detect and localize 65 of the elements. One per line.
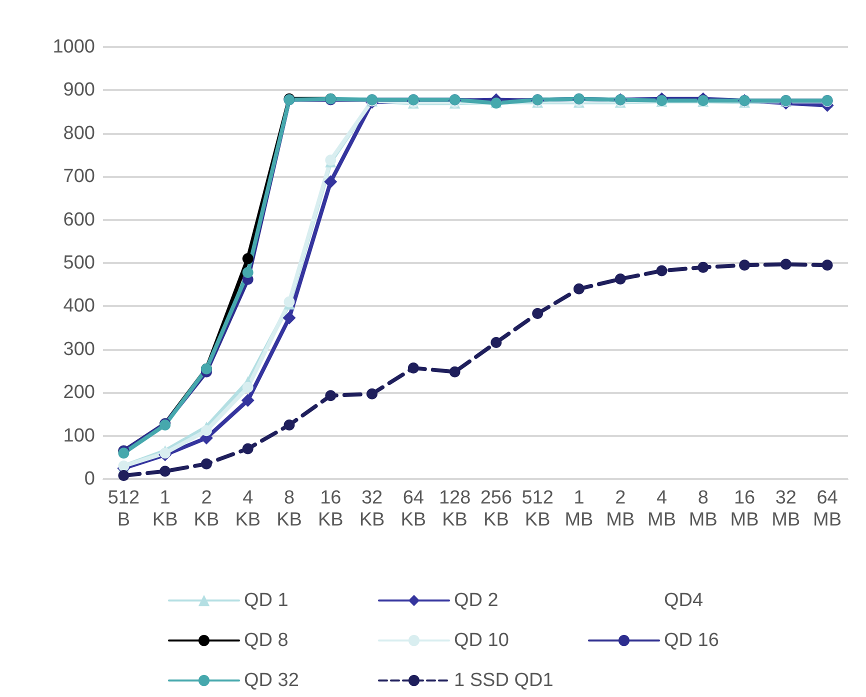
x-tick-label: 8 KB: [276, 488, 302, 530]
point: [573, 283, 584, 294]
x-tick-label: 4 KB: [235, 488, 261, 530]
point: [282, 311, 296, 324]
x-tick-label: 512 KB: [522, 488, 554, 530]
point: [739, 260, 750, 271]
text: QD4: [664, 590, 704, 611]
y-tick-label: 1000: [52, 36, 95, 58]
x-tick-label: 1 KB: [152, 488, 178, 530]
legend-label: QD 2: [454, 590, 498, 611]
point: [160, 448, 171, 459]
point: [408, 362, 419, 374]
y-tick-label: 300: [63, 338, 95, 360]
point: [325, 390, 336, 402]
point: [242, 382, 254, 393]
x-tick-label: 2 MB: [606, 488, 635, 530]
point: [324, 175, 338, 188]
point: [698, 262, 709, 273]
point: [242, 253, 254, 264]
x-tick-label: 32 MB: [772, 488, 800, 530]
x-tick-label: 16 KB: [318, 488, 344, 530]
legend-label: 1 SSD QD1: [454, 670, 554, 691]
y-tick-label: 0: [84, 468, 95, 490]
legend-label: QD 16: [664, 630, 719, 651]
point: [284, 296, 295, 308]
x-tick-label: 8 MB: [688, 488, 718, 530]
legend-label: QD 10: [454, 630, 509, 651]
point: [242, 267, 254, 278]
y-tick-label: 500: [63, 252, 95, 274]
point: [200, 458, 212, 470]
point: [490, 336, 502, 348]
x-tick-label: 64 KB: [400, 488, 426, 530]
point: [200, 425, 212, 436]
x-tick-label: 64 MB: [813, 488, 842, 530]
point: [241, 394, 254, 407]
point: [780, 258, 792, 270]
point: [284, 420, 295, 430]
x-tick-label: 4 MB: [648, 488, 676, 530]
point: [118, 448, 130, 459]
point: [449, 366, 460, 378]
y-tick-label: 900: [63, 80, 95, 101]
point: [160, 466, 171, 477]
y-tick-label: 400: [63, 296, 95, 317]
point: [656, 265, 668, 276]
y-tick-label: 600: [63, 209, 95, 230]
x-tick-label: 1 MB: [564, 488, 594, 530]
legend-label: QD 1: [244, 590, 288, 611]
x-tick-label: 32 KB: [359, 488, 385, 530]
x-tick-label: 128 KB: [438, 488, 471, 530]
point: [822, 260, 833, 271]
legend-label: QD 8: [244, 630, 288, 651]
y-tick-label: 200: [63, 382, 95, 404]
point: [118, 470, 130, 482]
x-tick-label: 2 KB: [194, 488, 220, 530]
point: [532, 308, 544, 320]
y-tick-label: 800: [63, 122, 95, 144]
x-tick-label: 16 MB: [730, 488, 759, 530]
legend-label: QD 32: [244, 670, 299, 691]
y-tick-label: 100: [63, 425, 95, 446]
y-tick-label: 700: [63, 166, 95, 188]
point: [366, 388, 378, 400]
x-tick-label: 512 B: [108, 488, 140, 530]
x-tick-label: 256 KB: [480, 488, 512, 530]
point: [242, 443, 254, 454]
point: [614, 273, 626, 284]
